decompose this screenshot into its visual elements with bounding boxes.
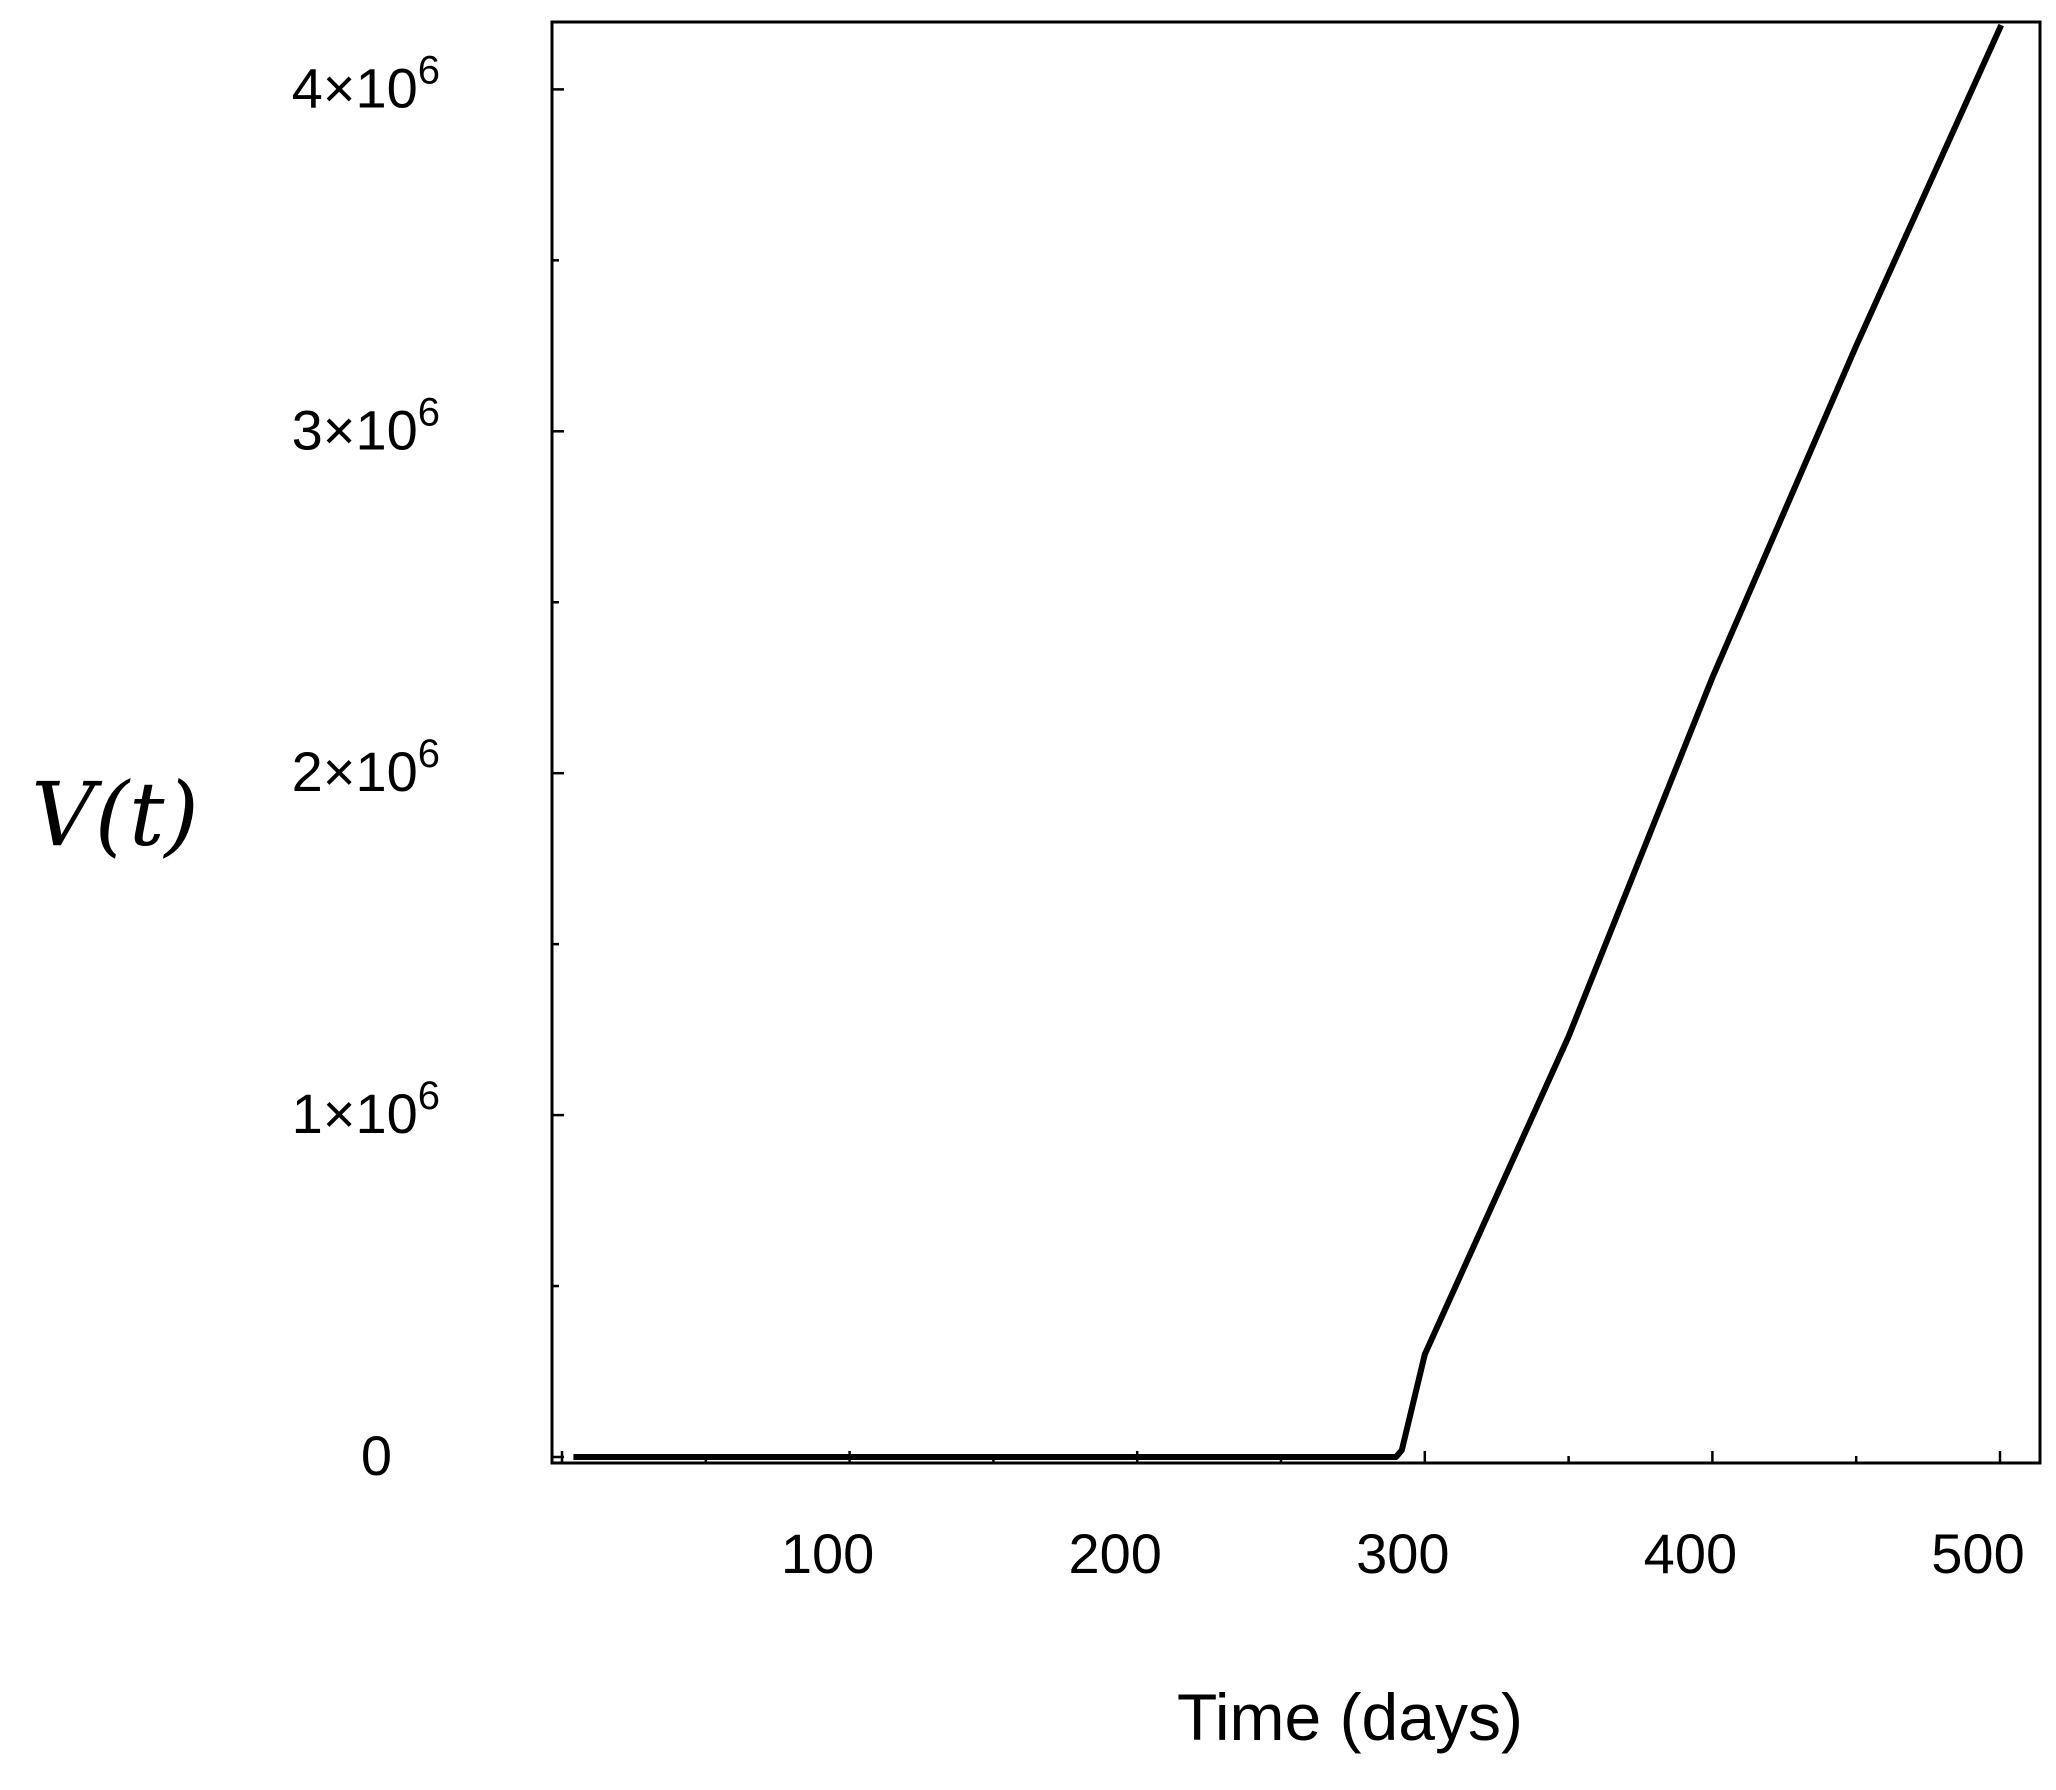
x-tick-label: 200 xyxy=(1068,1522,1161,1585)
y-tick-label: 2×106 xyxy=(292,732,440,803)
data-point xyxy=(1711,676,1713,678)
y-tick-exponent: 6 xyxy=(418,1074,440,1118)
x-tick-label: 500 xyxy=(1931,1522,2024,1585)
y-tick-exponent: 6 xyxy=(418,732,440,776)
plot-frame xyxy=(550,20,2042,1465)
y-axis-label: V(t) xyxy=(31,763,199,866)
data-point xyxy=(1855,345,1857,347)
y-tick-mantissa: 2×10 xyxy=(292,740,418,803)
data-point xyxy=(1424,1353,1426,1355)
y-tick-label: 0 xyxy=(361,1424,392,1487)
series-line xyxy=(573,23,2004,1460)
x-tick-label: 300 xyxy=(1356,1522,1449,1585)
y-tick-mantissa: 3×10 xyxy=(292,398,418,461)
y-tick-label: 1×106 xyxy=(292,1074,440,1145)
data-point xyxy=(1395,1456,1397,1458)
x-axis: 100 200 300 400 500 xyxy=(560,1451,2025,1585)
y-tick-mantissa: 4×10 xyxy=(292,56,418,119)
data-point xyxy=(1401,1449,1403,1451)
data-point xyxy=(1568,1035,1570,1037)
y-tick-label: 4×106 xyxy=(292,48,440,119)
series-layer xyxy=(573,23,2004,1460)
y-tick-exponent: 6 xyxy=(418,390,440,434)
y-tick-exponent: 6 xyxy=(418,48,440,92)
x-axis-label: Time (days) xyxy=(1177,1680,1523,1754)
data-point xyxy=(1999,27,2001,29)
y-tick-mantissa: 1×10 xyxy=(292,1082,418,1145)
y-tick-mantissa: 0 xyxy=(361,1424,392,1487)
data-point xyxy=(575,1456,577,1458)
x-tick-label: 100 xyxy=(781,1522,874,1585)
y-tick-label: 3×106 xyxy=(292,390,440,461)
x-tick-label: 400 xyxy=(1644,1522,1737,1585)
